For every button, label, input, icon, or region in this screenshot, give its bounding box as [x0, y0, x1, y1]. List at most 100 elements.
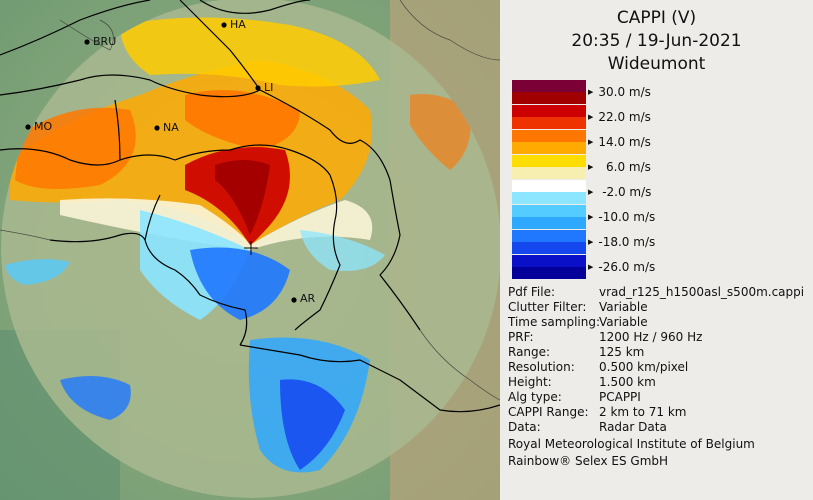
meta-value: Radar Data: [599, 420, 667, 434]
city-li: LI: [255, 81, 273, 94]
meta-key: Pdf File:: [508, 285, 556, 299]
svg-text:LI: LI: [264, 81, 273, 94]
scale-swatch: [512, 142, 586, 154]
scale-tick-label: 14.0 m/s: [598, 135, 651, 149]
border-north: [0, 0, 151, 56]
info-panel: CAPPI (V) 20:35 / 19-Jun-2021 Wideumont …: [500, 0, 813, 500]
meta-key: PRF:: [508, 330, 534, 344]
scale-swatch: [512, 255, 586, 267]
meta-key: Time sampling:: [508, 315, 601, 329]
scale-swatch: [512, 217, 586, 229]
meta-resolution: Resolution: 0.500 km/pixel: [508, 360, 688, 375]
scale-swatch: [512, 267, 586, 279]
scale-tick-label: -10.0 m/s: [598, 210, 656, 224]
meta-value: Variable: [599, 300, 648, 314]
border-province-4: [144, 194, 248, 346]
meta-clutter-filter: Clutter Filter: Variable: [508, 300, 648, 315]
echo-orange-west: [15, 107, 136, 189]
scale-swatch: [512, 167, 586, 179]
scale-tick: ▶ -18.0 m/s: [588, 235, 656, 249]
scale-tick-label: 6.0 m/s: [598, 160, 651, 174]
meta-range: Range: 125 km: [508, 345, 644, 360]
radar-map-svg: HA BRU LI MO NA AR: [0, 0, 500, 500]
svg-text:NA: NA: [163, 121, 179, 134]
scale-tick: ▶ -10.0 m/s: [588, 210, 656, 224]
borders-minor: [0, 0, 500, 401]
borders: [0, 0, 500, 413]
meta-cappi-range: CAPPI Range: 2 km to 71 km: [508, 405, 687, 420]
meta-time-sampling: Time sampling:Variable: [508, 315, 648, 330]
border-minor-se: [419, 329, 500, 401]
meta-key: Height:: [508, 375, 552, 389]
scale-tick-label: 22.0 m/s: [598, 110, 651, 124]
scale-swatch: [512, 105, 586, 117]
meta-value: 1.500 km: [599, 375, 656, 389]
echo-blue-centre: [190, 247, 290, 320]
border-luxembourg: [239, 344, 500, 413]
echo-blue-southwest: [60, 376, 131, 420]
meta-data: Data: Radar Data: [508, 420, 667, 435]
echo-yellow-north: [120, 17, 380, 87]
scale-swatch: [512, 180, 586, 192]
meta-value: 125 km: [599, 345, 645, 359]
svg-text:MO: MO: [34, 120, 52, 133]
meta-key: Clutter Filter:: [508, 300, 587, 314]
border-brussels: [59, 19, 114, 51]
meta-key: CAPPI Range:: [508, 405, 589, 419]
meta-value: 2 km to 71 km: [599, 405, 687, 419]
scale-tick: ▶ 22.0 m/s: [588, 110, 651, 124]
scale-tick: ▶ 14.0 m/s: [588, 135, 651, 149]
echo-orange-east-edge: [410, 94, 471, 170]
scale-swatch: [512, 205, 586, 217]
city-ha: HA: [221, 18, 246, 31]
timestamp: 20:35 / 19-Jun-2021: [571, 31, 742, 51]
meta-value: 0.500 km/pixel: [599, 360, 689, 374]
svg-text:BRU: BRU: [93, 35, 116, 48]
meta-key: Resolution:: [508, 360, 575, 374]
echo-orange-centre: [185, 90, 300, 150]
svg-text:HA: HA: [230, 18, 246, 31]
scale-tick: ▶ 30.0 m/s: [588, 85, 651, 99]
echo-darkblue-south: [280, 379, 345, 470]
scale-swatch: [512, 242, 586, 254]
city-na: NA: [154, 121, 179, 134]
echo-darkred-core: [215, 160, 270, 235]
meta-value: PCAPPI: [599, 390, 641, 404]
echo-lightblue-east: [300, 230, 385, 271]
credit-rainbow: Rainbow® Selex ES GmbH: [508, 454, 669, 468]
meta-pdf-file: Pdf File: vrad_r125_h1500asl_s500m.cappi: [508, 285, 804, 300]
meta-value: vrad_r125_h1500asl_s500m.cappi: [599, 285, 805, 299]
scale-tick-label: 30.0 m/s: [598, 85, 651, 99]
echo-lightblue-west-edge: [5, 259, 70, 285]
radar-site-marker: [244, 241, 258, 255]
scale-tick: ▶ -2.0 m/s: [588, 185, 652, 199]
border-province-2: [114, 99, 121, 161]
city-ar: AR: [291, 292, 316, 305]
meta-key: Range:: [508, 345, 551, 359]
meta-key: Data:: [508, 420, 541, 434]
echo-neutral-band: [60, 198, 373, 250]
border-minor-ne: [399, 0, 500, 61]
meta-prf: PRF: 1200 Hz / 960 Hz: [508, 330, 702, 345]
border-germany: [379, 179, 421, 331]
scale-swatch: [512, 155, 586, 167]
border-region-1: [0, 0, 261, 98]
scale-tick: ▶ 6.0 m/s: [588, 160, 651, 174]
border-province-1: [0, 144, 331, 176]
radar-map: HA BRU LI MO NA AR: [0, 0, 500, 500]
radar-site-name: Wideumont: [607, 54, 706, 74]
scale-tick-label: -2.0 m/s: [598, 185, 652, 199]
svg-text:AR: AR: [300, 292, 316, 305]
scale-swatch: [512, 130, 586, 142]
border-france-1: [49, 232, 146, 243]
scale-swatch: [512, 117, 586, 129]
city-bru: BRU: [84, 35, 116, 48]
border-minor-w: [0, 229, 51, 241]
product-title: CAPPI (V): [616, 8, 697, 28]
meta-value: 1200 Hz / 960 Hz: [599, 330, 703, 344]
meta-key: Alg type:: [508, 390, 562, 404]
scale-tick-label: -26.0 m/s: [598, 260, 656, 274]
scale-swatch: [512, 92, 586, 104]
meta-height: Height: 1.500 km: [508, 375, 656, 390]
credit-rmi: Royal Meteorological Institute of Belgiu…: [508, 437, 755, 451]
